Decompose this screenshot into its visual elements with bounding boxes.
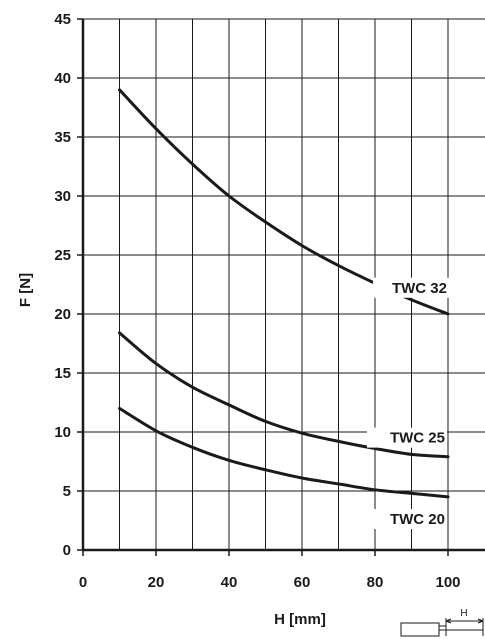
x-tick-label: 100 (435, 574, 460, 591)
x-tick-label: 80 (367, 574, 384, 591)
y-tick-label: 45 (54, 11, 71, 28)
x-tick-label: 40 (221, 574, 238, 591)
series-label-1: TWC 25 (390, 430, 445, 447)
series-line-1 (118, 331, 450, 459)
x-axis-title: H [mm] (274, 611, 326, 628)
series-label-bg (367, 427, 447, 448)
cylinder-body (400, 622, 440, 637)
dimension-arrow-right (477, 618, 484, 624)
y-tick-label: 35 (54, 129, 71, 146)
series-labels: TWC 32 TWC 25 TWC 20 (367, 277, 449, 530)
y-tick-label: 40 (54, 70, 71, 87)
x-tick-label: 0 (79, 574, 87, 591)
y-tick-label: 20 (54, 306, 71, 323)
series-label-0: TWC 32 (392, 280, 447, 297)
x-tick-label: 20 (148, 574, 165, 591)
y-tick-label: 5 (63, 483, 71, 500)
y-tick-label: 25 (54, 247, 71, 264)
cylinder-dimension-icon (400, 618, 484, 637)
tick-labels: 0 5 10 15 20 25 30 35 40 45 0 20 40 60 80 100 (54, 11, 460, 591)
axes (77, 18, 485, 556)
y-tick-label: 30 (54, 188, 71, 205)
x-tick-label: 60 (294, 574, 311, 591)
dimension-label: H (460, 608, 467, 619)
y-tick-label: 10 (54, 424, 71, 441)
series-label-bg (371, 509, 447, 530)
series-label-bg (373, 277, 449, 298)
y-axis-title: F [N] (17, 273, 34, 307)
series-line-2 (118, 406, 450, 499)
y-tick-label: 0 (63, 542, 71, 559)
dimension-arrow-left (445, 618, 452, 624)
y-tick-label: 15 (54, 365, 71, 382)
series-label-2: TWC 20 (390, 511, 445, 528)
